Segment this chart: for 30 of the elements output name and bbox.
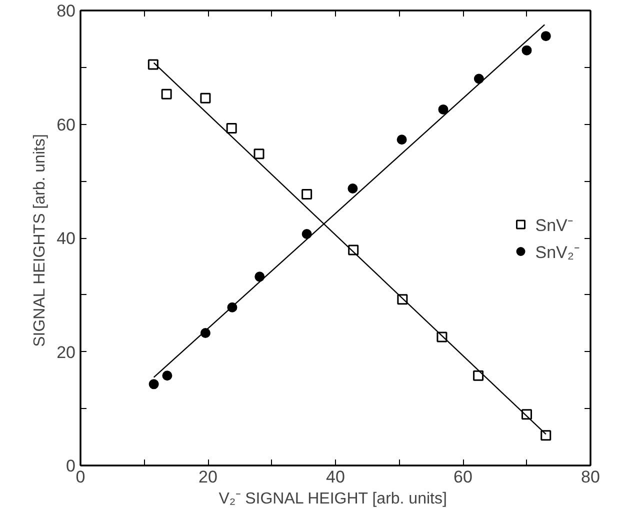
y-tick-label: 80 (56, 2, 76, 20)
x-tick-label: 80 (581, 468, 600, 486)
x-tick-label: 60 (454, 468, 472, 486)
x-tick-label: 40 (326, 468, 345, 486)
point (161, 88, 172, 100)
x-tick-label: 20 (198, 468, 218, 486)
point (162, 370, 172, 381)
point (540, 430, 552, 441)
point (473, 370, 484, 381)
y-tick-label: 40 (56, 229, 76, 248)
point (254, 272, 265, 282)
legend-label: SnV₂⁻ (535, 242, 580, 262)
point (396, 134, 407, 145)
point (200, 92, 211, 104)
point (474, 74, 484, 84)
point (522, 45, 532, 56)
point (254, 148, 264, 160)
y-axis-title: SIGNAL HEIGHTS [arb. units] (32, 134, 49, 347)
point (226, 122, 237, 134)
point (348, 184, 358, 194)
point (302, 229, 312, 240)
point (540, 31, 551, 42)
x-axis-title: V₂⁻ SIGNAL HEIGHT [arb. units] (218, 490, 447, 508)
y-tick-label: 20 (56, 342, 76, 362)
y-tick-label: 60 (56, 115, 76, 134)
legend-label: SnV⁻ (535, 214, 574, 236)
point (438, 104, 448, 114)
point (148, 379, 159, 390)
point (302, 188, 312, 200)
point (148, 59, 158, 70)
